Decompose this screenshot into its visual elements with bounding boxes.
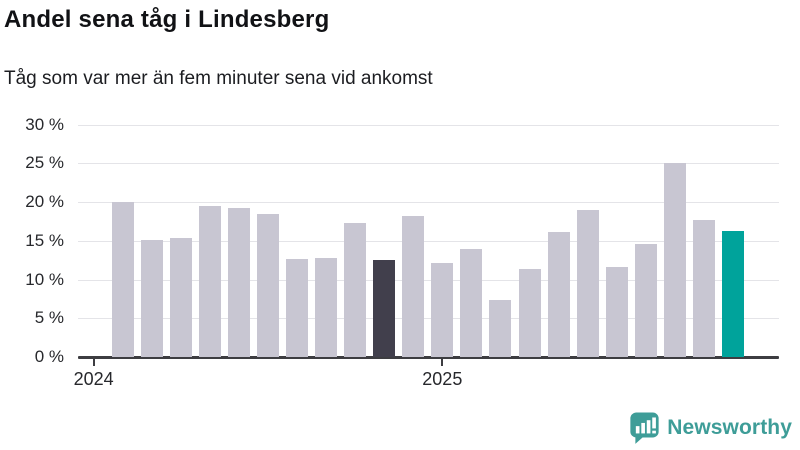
gridline — [78, 124, 779, 126]
y-axis-label: 0 % — [34, 347, 64, 366]
newsworthy-chart-bubble-icon — [630, 412, 659, 444]
gridline — [78, 163, 779, 165]
y-axis-label: 20 % — [25, 192, 64, 212]
bar — [605, 267, 628, 357]
bar — [286, 258, 309, 357]
x-axis-label: 2025 — [422, 369, 463, 389]
y-axis-label: 25 % — [25, 153, 64, 173]
bar — [140, 240, 163, 357]
bar — [634, 243, 657, 357]
gridline — [78, 318, 779, 320]
bar — [198, 205, 221, 357]
page-title: Andel sena tåg i Lindesberg — [4, 6, 330, 33]
bar — [692, 219, 715, 357]
gridline — [78, 202, 779, 204]
bar — [111, 202, 134, 357]
chart-subtitle: Tåg som var mer än fem minuter sena vid … — [4, 68, 433, 89]
x-axis-tick — [441, 358, 444, 366]
bar — [344, 223, 367, 357]
bar-highlight-dark — [373, 260, 396, 357]
bar — [431, 262, 454, 357]
y-axis-label: 5 % — [34, 308, 64, 328]
newsworthy-logo: Newsworthy — [629, 411, 792, 444]
bar — [169, 237, 192, 357]
y-axis-label: 30 % — [25, 114, 64, 134]
bar — [489, 299, 512, 357]
y-axis-label: 10 % — [25, 269, 64, 289]
bar — [402, 216, 425, 357]
bar — [576, 209, 599, 357]
newsworthy-brand-text: Newsworthy — [667, 415, 792, 439]
gridline — [78, 240, 779, 242]
gridline — [78, 279, 779, 281]
bar — [663, 162, 686, 357]
bar — [256, 213, 279, 357]
x-axis-line — [78, 356, 779, 359]
bar — [518, 268, 541, 357]
y-axis-label: 15 % — [25, 230, 64, 250]
bar — [227, 207, 250, 357]
x-axis-label: 2024 — [73, 369, 114, 389]
bar — [460, 248, 483, 357]
bar-chart: 0 % 5 % 10 % 15 % 20 % 25 % 30 % 2024 2025 — [25, 114, 779, 389]
bar-highlight-teal — [721, 230, 744, 357]
bar — [547, 232, 570, 357]
bar — [315, 257, 338, 357]
x-axis-tick — [92, 358, 95, 366]
